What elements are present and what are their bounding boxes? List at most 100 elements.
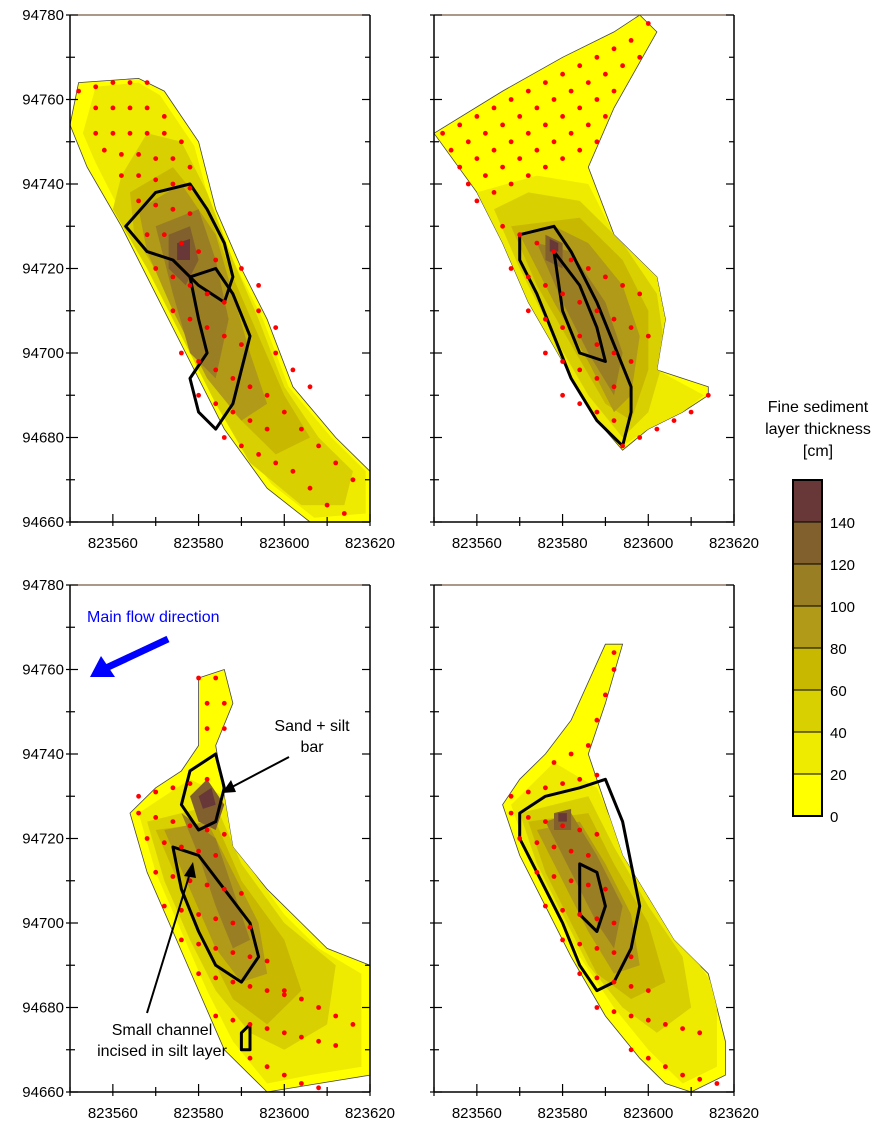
sample-point (594, 717, 600, 723)
channel-label-line-1: Small channel (112, 1022, 213, 1039)
sample-point (611, 920, 617, 926)
sample-point (577, 333, 583, 339)
sample-point (281, 409, 287, 415)
contour-band-140 (198, 787, 216, 809)
sample-point (93, 105, 99, 111)
sample-point (560, 359, 565, 364)
sample-point (299, 1034, 304, 1040)
sample-point (637, 291, 643, 297)
sample-point (543, 350, 548, 356)
sample-point (491, 105, 497, 111)
sample-point (144, 232, 150, 238)
x-tick-label: 823620 (345, 1105, 395, 1122)
sample-point (127, 80, 133, 85)
thickness-fill (138, 779, 362, 1084)
sample-point (239, 342, 244, 347)
sample-point (448, 147, 454, 153)
sample-point (551, 139, 557, 145)
sample-point (663, 1022, 668, 1027)
channel-arrow (146, 872, 191, 1014)
sample-point (213, 853, 219, 858)
sample-point (457, 164, 463, 170)
colorbar-frame (792, 479, 823, 817)
sample-point (594, 342, 600, 347)
sample-point (491, 190, 497, 195)
sample-point (500, 164, 505, 170)
sample-point (577, 367, 583, 373)
sample-point (577, 971, 583, 977)
sample-point (196, 249, 202, 255)
sample-point (213, 946, 219, 951)
sample-point (474, 156, 480, 162)
sample-point (281, 1072, 287, 1078)
sample-point (187, 185, 193, 191)
sample-point (543, 785, 548, 791)
sample-point (161, 114, 167, 119)
sample-point (465, 139, 471, 145)
colorbar-swatch (792, 563, 823, 607)
x-tick-label: 823560 (88, 535, 138, 552)
sample-point (474, 198, 480, 204)
colorbar-swatch (792, 689, 823, 733)
colorbar-tick-label: 20 (830, 767, 847, 784)
sample-point (620, 63, 625, 69)
sample-point (594, 916, 600, 922)
y-tick-label: 94780 (22, 7, 64, 24)
sample-point (170, 206, 176, 212)
sample-point (153, 156, 159, 162)
panel-bottom-right: 823560 823580 823600 823620 (430, 584, 759, 1122)
contour-line-2 (552, 250, 607, 363)
sample-point (204, 776, 210, 782)
sample-point (324, 502, 330, 508)
sample-point (611, 384, 617, 390)
sample-point (568, 751, 574, 757)
sample-point (179, 844, 184, 850)
panel-top-right: 823560 823580 823600 823620 (430, 14, 759, 552)
sample-point (333, 460, 339, 466)
sample-point (508, 810, 514, 816)
sample-point (299, 996, 304, 1002)
sample-point (560, 392, 565, 398)
x-tick-label: 823560 (88, 1105, 138, 1122)
sample-point (213, 367, 219, 373)
sample-point (551, 97, 557, 102)
colorbar-title-line-2: layer thickness (765, 421, 871, 438)
sample-point (299, 426, 304, 432)
sample-point (350, 1022, 356, 1027)
sample-point (534, 147, 540, 153)
sample-point (187, 316, 193, 322)
y-tick-label: 94760 (22, 92, 64, 109)
sample-point (290, 468, 296, 474)
sample-point (221, 886, 227, 892)
x-tick-label: 823600 (623, 535, 673, 552)
sample-point (316, 1085, 321, 1091)
sample-point (585, 122, 591, 128)
sample-point (333, 1013, 339, 1019)
sample-point (577, 299, 583, 305)
sample-point (611, 418, 617, 423)
sample-point (307, 485, 313, 491)
sample-point (161, 840, 167, 846)
sample-point (671, 418, 677, 423)
contour-line-1 (124, 182, 235, 304)
sample-point (543, 903, 548, 909)
sample-point (577, 827, 583, 833)
sample-point (543, 122, 548, 128)
sample-point (560, 114, 565, 119)
y-tick-label: 94660 (22, 1084, 64, 1101)
sample-point (264, 1026, 270, 1031)
sample-point (247, 384, 253, 390)
sample-point (221, 700, 227, 706)
axes: 823560 823580 823600 823620 (430, 584, 759, 1122)
sample-point (560, 823, 565, 829)
sample-point (543, 819, 548, 824)
colorbar-swatch (792, 647, 823, 691)
sample-point (551, 249, 557, 255)
sample-point (534, 240, 540, 246)
sample-point (628, 954, 634, 960)
sample-point (204, 325, 210, 330)
x-tick-label: 823580 (174, 1105, 224, 1122)
x-tick-label: 823600 (623, 1105, 673, 1122)
sample-point (594, 975, 600, 981)
colorbar-tick-label: 120 (830, 557, 855, 574)
